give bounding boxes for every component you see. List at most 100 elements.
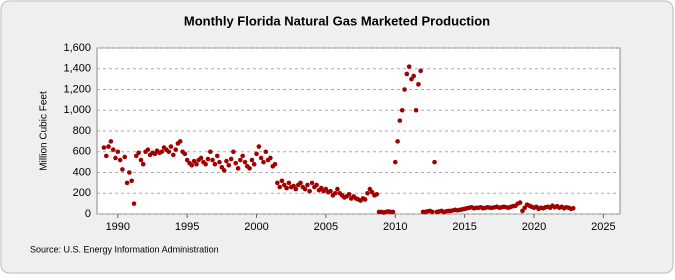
data-point — [335, 186, 340, 192]
data-point — [231, 149, 236, 155]
plot-area — [96, 47, 621, 215]
y-tick-label: 400 — [73, 166, 91, 178]
data-point — [406, 64, 412, 69]
data-point — [198, 155, 204, 161]
data-point — [173, 147, 178, 152]
data-point — [166, 149, 172, 155]
data-point — [328, 188, 333, 194]
data-point — [127, 170, 132, 175]
data-point — [210, 157, 215, 163]
y-tick-label: 1,200 — [63, 83, 91, 95]
data-point — [272, 161, 278, 167]
data-point — [570, 205, 576, 211]
data-point — [238, 157, 243, 163]
data-point — [369, 189, 375, 195]
data-point — [131, 201, 137, 206]
chart-title: Monthly Florida Natural Gas Marketed Pro… — [184, 13, 490, 28]
data-point — [242, 159, 248, 165]
data-point — [256, 144, 262, 149]
data-point — [159, 149, 165, 155]
data-point — [413, 107, 419, 113]
data-point — [228, 156, 234, 162]
data-point — [302, 186, 308, 192]
data-point — [189, 162, 195, 168]
data-point — [240, 153, 245, 159]
data-point — [309, 180, 315, 186]
data-point — [261, 159, 266, 165]
data-point — [402, 87, 407, 92]
data-point — [284, 185, 289, 191]
data-point — [177, 139, 183, 144]
data-point — [117, 157, 123, 163]
data-point — [254, 151, 259, 157]
data-point — [191, 158, 197, 164]
x-tick-label: 1990 — [106, 221, 130, 233]
data-point — [286, 180, 292, 186]
data-point — [136, 150, 141, 156]
data-point — [249, 157, 255, 163]
data-point — [203, 161, 208, 167]
data-point — [138, 157, 144, 163]
data-point — [247, 166, 252, 171]
data-point — [170, 152, 176, 158]
data-point — [251, 161, 257, 167]
data-point — [233, 160, 239, 166]
data-point — [184, 157, 190, 163]
data-point — [103, 153, 109, 159]
source-note: Source: U.S. Energy Information Administ… — [30, 244, 219, 254]
y-tick-label: 600 — [73, 146, 91, 158]
data-point — [168, 144, 174, 149]
data-point — [432, 159, 437, 165]
data-point — [217, 159, 222, 165]
data-point — [133, 153, 139, 159]
data-point — [122, 154, 128, 160]
data-point — [235, 166, 241, 171]
x-tick-label: 2020 — [522, 221, 546, 233]
x-tick-label: 2000 — [244, 221, 268, 233]
data-point — [145, 147, 151, 152]
data-point — [182, 151, 188, 157]
data-point — [346, 191, 352, 197]
data-point — [212, 161, 218, 167]
data-point — [404, 71, 410, 77]
data-point — [397, 118, 403, 123]
y-tick-label: 1,600 — [63, 42, 91, 54]
data-point — [224, 158, 229, 164]
data-point — [279, 178, 285, 184]
data-point — [268, 155, 273, 161]
data-point — [293, 186, 299, 192]
data-point — [110, 147, 116, 152]
y-tick-label: 1,400 — [63, 63, 91, 75]
data-point — [263, 149, 269, 155]
x-tick-label: 2025 — [591, 221, 615, 233]
data-point — [115, 149, 121, 155]
data-point — [205, 156, 211, 162]
data-point — [323, 186, 329, 192]
data-point — [362, 197, 368, 202]
data-point — [392, 159, 398, 165]
data-point — [120, 167, 125, 172]
data-point — [219, 165, 225, 170]
data-point — [275, 180, 280, 186]
data-point — [332, 190, 338, 196]
data-point — [411, 73, 417, 79]
data-point — [258, 155, 264, 161]
y-tick-label: 800 — [73, 125, 91, 137]
y-tick-label: 200 — [73, 187, 91, 199]
data-point — [418, 68, 423, 74]
x-tick-label: 2015 — [452, 221, 476, 233]
data-point — [365, 190, 370, 196]
data-point — [307, 188, 312, 194]
data-point — [106, 144, 111, 149]
data-point — [374, 191, 380, 197]
data-point — [140, 161, 146, 167]
data-point — [517, 200, 523, 205]
y-tick-label: 1,000 — [63, 104, 91, 116]
data-point — [194, 161, 199, 167]
data-point — [399, 107, 405, 113]
data-point — [208, 149, 213, 155]
data-point — [214, 153, 220, 159]
x-tick-label: 1995 — [175, 221, 199, 233]
data-point — [124, 180, 130, 186]
data-point — [281, 182, 287, 188]
